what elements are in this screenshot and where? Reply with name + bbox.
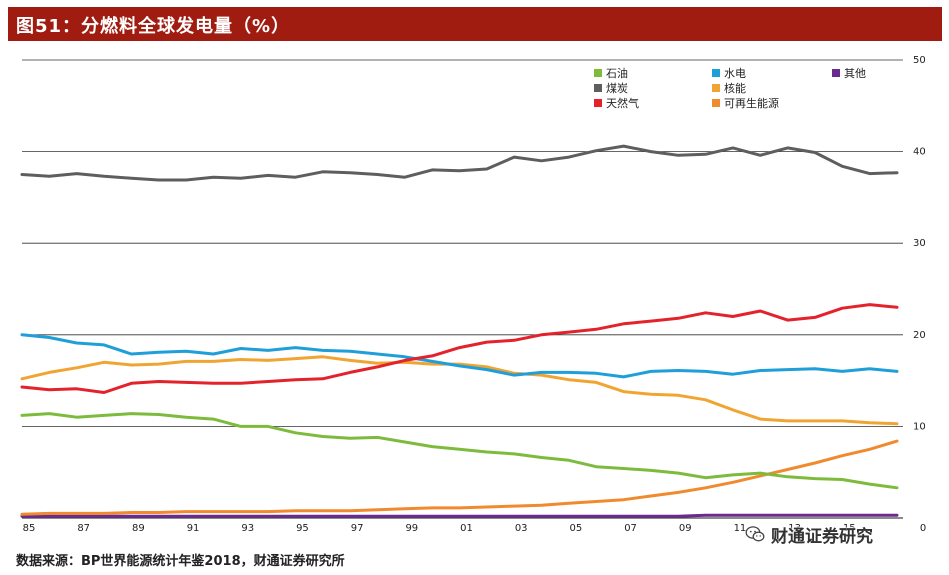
legend-swatch [712, 69, 720, 77]
legend-label: 水电 [724, 67, 746, 80]
legend-label: 核能 [724, 81, 746, 95]
legend-label: 其他 [844, 67, 866, 80]
legend-swatch [594, 69, 602, 77]
x-tick-label: 85 [23, 523, 36, 534]
x-tick-label: 13 [788, 523, 801, 534]
x-tick-label: 09 [679, 523, 692, 534]
y-tick-label: 50 [913, 55, 926, 66]
x-tick-label: 93 [241, 523, 254, 534]
legend-swatch [594, 99, 602, 107]
y-tick-label: 30 [913, 238, 926, 249]
x-tick-label: 99 [405, 523, 418, 534]
series-line [20, 333, 899, 379]
series-line [20, 144, 899, 182]
legend-label: 石油 [606, 66, 628, 80]
y-tick-label: 10 [913, 421, 926, 432]
x-tick-label: 91 [187, 523, 200, 534]
x-tick-label: 95 [296, 523, 309, 534]
x-tick-label: 97 [351, 523, 364, 534]
wechat-icon [745, 526, 765, 542]
legend-label: 天然气 [606, 96, 639, 110]
series-line [20, 355, 899, 426]
x-tick-label: 05 [570, 523, 583, 534]
y-tick-label: 40 [913, 147, 926, 158]
x-tick-label: 07 [624, 523, 637, 534]
x-tick-label: 11 [734, 523, 747, 534]
legend-swatch [594, 84, 602, 92]
source-note: 数据来源：BP世界能源统计年鉴2018，财通证券研究所 [16, 554, 345, 569]
x-tick-label: 87 [77, 523, 90, 534]
series-line [20, 303, 899, 394]
x-tick-label: 89 [132, 523, 145, 534]
watermark: 财通证券研究 [745, 521, 873, 547]
x-tick-label: 01 [460, 523, 473, 534]
series-line [20, 513, 899, 518]
series-line [20, 439, 899, 516]
legend-label: 煤炭 [606, 82, 628, 95]
x-tick-label: 03 [515, 523, 528, 534]
watermark-text: 财通证券研究 [771, 526, 873, 547]
x-tick-label: 0 [920, 523, 926, 534]
x-tick-label: 15 [843, 523, 856, 534]
chart-header-bar: 图51：分燃料全球发电量（%） [8, 7, 942, 41]
legend-swatch [712, 84, 720, 92]
legend-swatch [832, 69, 840, 77]
legend-swatch [712, 99, 720, 107]
y-tick-label: 20 [913, 330, 926, 341]
legend-label: 可再生能源 [724, 96, 779, 110]
chart-title: 图51：分燃料全球发电量（%） [16, 16, 291, 37]
series-line [20, 412, 899, 490]
